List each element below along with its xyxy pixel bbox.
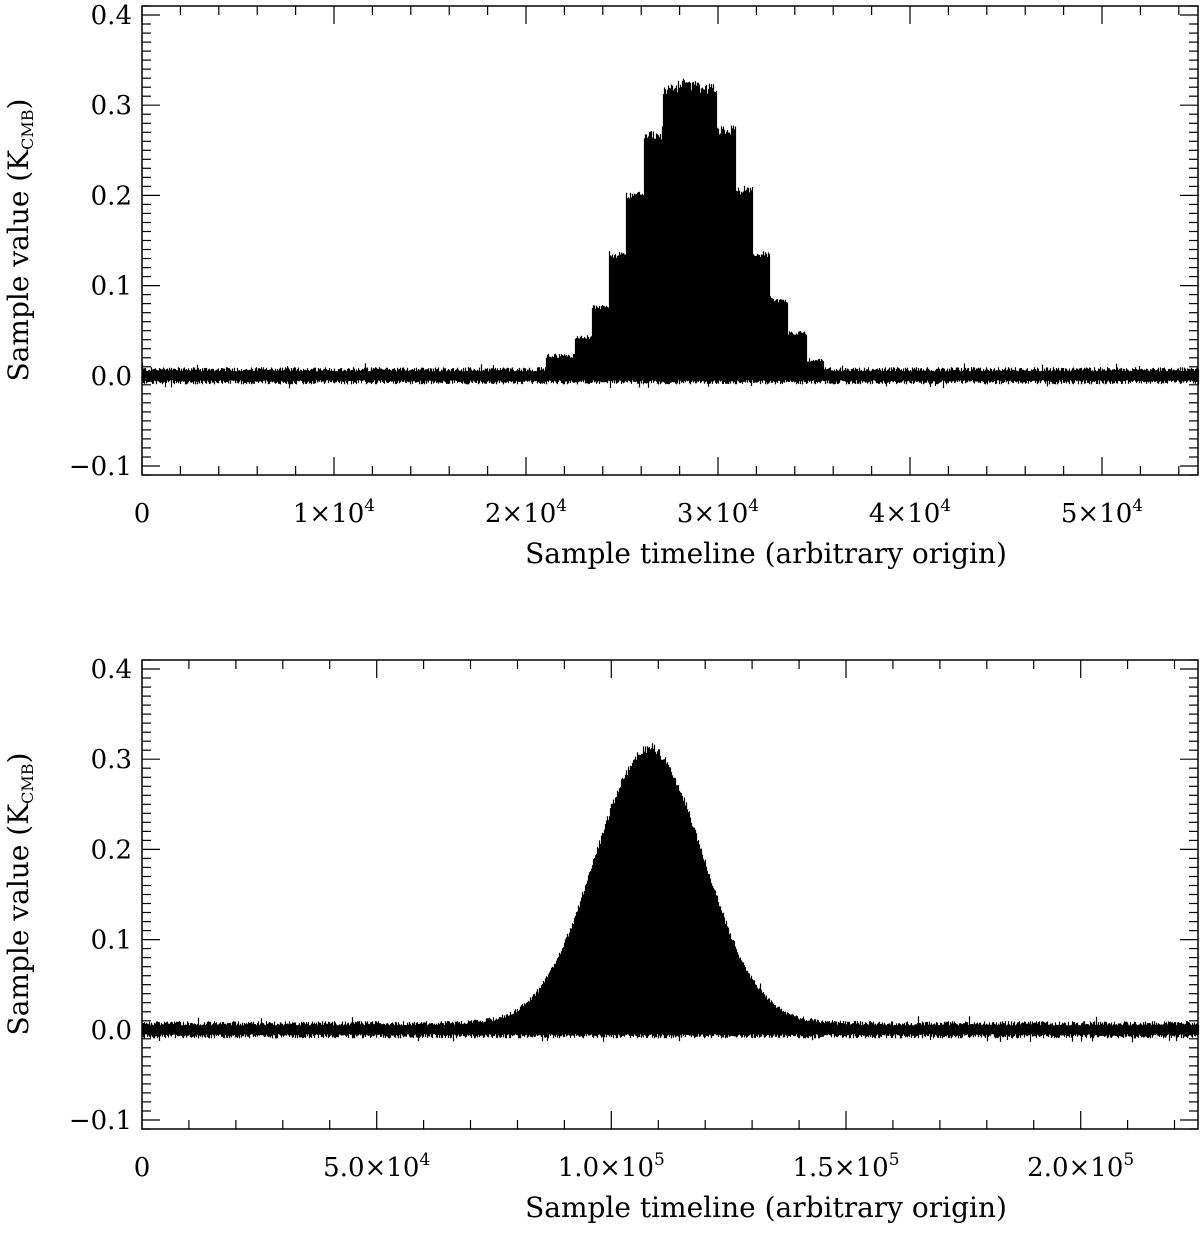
x-tick-label: 2×104 — [485, 496, 567, 529]
panel-2: −0.1 0.0 0.1 0.2 0.3 0.4 0 5.0×104 1.0×105 1.5×10… — [2, 655, 1200, 1224]
x-axis-title: Sample timeline (arbitrary origin) — [525, 1191, 1007, 1224]
panel-1: −0.1 0.0 0.1 0.2 0.3 0.4 0 1×104 2×104 3×104 4×104… — [2, 1, 1200, 570]
y-tick-label: 0.3 — [91, 745, 132, 775]
data-trace-series — [141, 78, 1200, 389]
x-tick-label: 0 — [134, 1153, 151, 1183]
y-axis-title: Sample value (KCMB) — [2, 753, 37, 1036]
x-tick-label: 3×104 — [677, 496, 759, 529]
x-tick-label: 0 — [134, 499, 151, 529]
y-axis-title: Sample value (KCMB) — [2, 99, 37, 382]
y-tick-label: −0.1 — [69, 1106, 132, 1136]
data-trace-series — [141, 743, 1200, 1043]
y-tick-label: 0.4 — [91, 1, 132, 31]
y-tick-label: 0.1 — [91, 926, 132, 956]
y-tick-label: −0.1 — [69, 452, 132, 482]
y-tick-label: 0.0 — [91, 1016, 132, 1046]
y-tick-label: 0.3 — [91, 91, 132, 121]
x-tick-label: 5.0×104 — [323, 1150, 430, 1183]
x-tick-label: 4×104 — [869, 496, 951, 529]
x-tick-label: 2.0×105 — [1027, 1150, 1134, 1183]
x-tick-label: 1.0×105 — [558, 1150, 665, 1183]
y-tick-label: 0.1 — [91, 272, 132, 302]
y-tick-label: 0.0 — [91, 362, 132, 392]
x-axis-title: Sample timeline (arbitrary origin) — [525, 537, 1007, 570]
x-tick-label: 1.5×105 — [792, 1150, 899, 1183]
y-tick-label: 0.2 — [91, 181, 132, 211]
x-tick-label: 1×104 — [293, 496, 375, 529]
x-tick-label: 5×104 — [1061, 496, 1143, 529]
y-tick-label: 0.2 — [91, 835, 132, 865]
y-tick-label: 0.4 — [91, 655, 132, 685]
